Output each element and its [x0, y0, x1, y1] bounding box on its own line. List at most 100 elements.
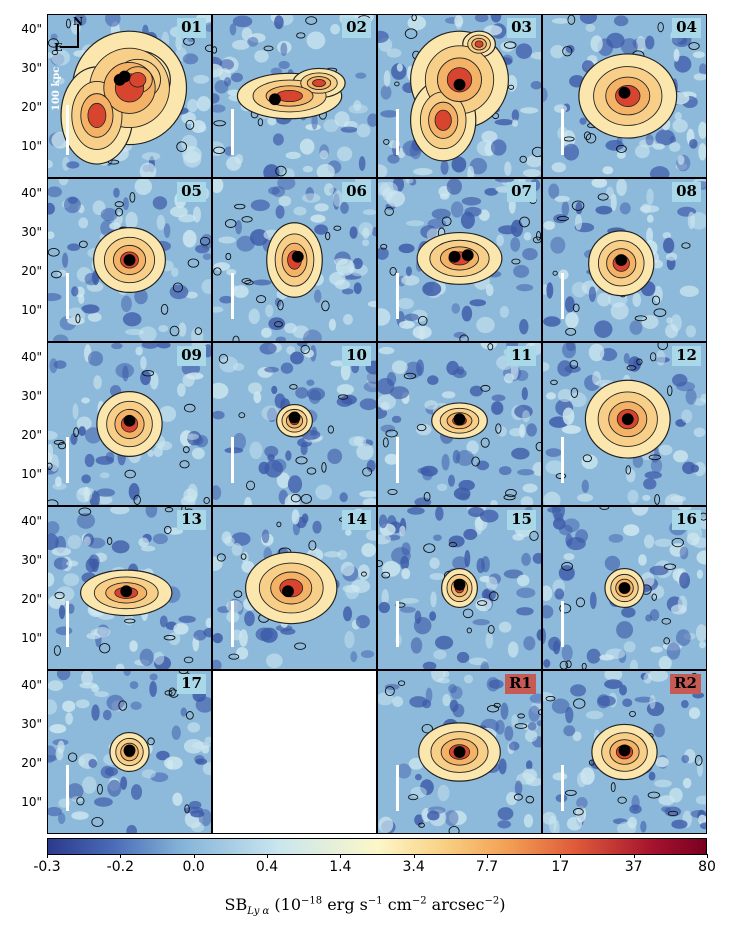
quasar-position: [269, 93, 281, 106]
panel-label: 04: [672, 18, 701, 38]
colorbar-tick-mark: [120, 854, 122, 858]
y-tick-label: 30": [21, 717, 42, 731]
y-tick-label: 20": [21, 100, 42, 114]
panel-label: 15: [507, 510, 536, 530]
quasar-position: [123, 414, 136, 427]
panel-04: 04: [542, 14, 707, 178]
halo-contour: [312, 79, 326, 88]
y-tick-label: 20": [21, 756, 42, 770]
quasar-position: [448, 250, 461, 263]
panel-label: 02: [342, 18, 371, 38]
panel-05: 05: [47, 178, 212, 342]
sb-map: [48, 343, 211, 505]
y-tick-label: 30": [21, 225, 42, 239]
scale-bar: [66, 437, 69, 483]
sb-map: [48, 15, 211, 177]
quasar-position: [291, 250, 304, 263]
scale-bar: [561, 109, 564, 155]
scale-bar: [66, 601, 69, 647]
scale-bar: [396, 109, 399, 155]
sb-map: [543, 15, 706, 177]
empty-panel: [212, 670, 377, 834]
quasar-position: [615, 254, 628, 266]
panel-label: 14: [342, 510, 371, 530]
sb-map: [543, 179, 706, 341]
panel-label: 12: [672, 346, 701, 366]
quasar-position: [288, 411, 301, 424]
sb-map: [48, 179, 211, 341]
y-tick-label: 40": [21, 186, 42, 200]
panel-r2: R2: [542, 670, 707, 834]
colorbar-tick-mark: [633, 854, 635, 858]
scale-bar: [231, 109, 234, 155]
quasar-position: [123, 744, 136, 757]
panel-label: 10: [342, 346, 371, 366]
y-tick-label: 10": [21, 467, 42, 481]
quasar-position: [618, 86, 631, 99]
sb-map: [378, 671, 541, 833]
panel-label: 07: [507, 182, 536, 202]
scale-bar: [561, 273, 564, 319]
scale-bar: [231, 601, 234, 647]
sb-map: [378, 15, 541, 177]
panel-label: 17: [177, 674, 206, 694]
colorbar-tick-mark: [560, 854, 562, 858]
y-tick-label: 10": [21, 631, 42, 645]
scale-bar: [396, 601, 399, 647]
panel-06: 06: [212, 178, 377, 342]
colorbar-label: SBLy α (10−18 erg s−1 cm−2 arcsec−2): [224, 895, 506, 918]
panel-09: 09: [47, 342, 212, 506]
panel-label: 11: [507, 346, 536, 366]
colorbar-tick-label: 17: [551, 859, 570, 875]
y-tick-label: 20": [21, 592, 42, 606]
sb-map: [213, 179, 376, 341]
scale-bar: [396, 273, 399, 319]
panel-label: 08: [672, 182, 701, 202]
y-tick-label: 10": [21, 795, 42, 809]
panel-13: 13: [47, 506, 212, 670]
panel-01: 100 kpc N E 01: [47, 14, 212, 178]
panel-r1: R1: [377, 670, 542, 834]
y-tick-label: 10": [21, 139, 42, 153]
halo-contour: [474, 40, 484, 48]
panel-label: R2: [670, 674, 701, 694]
panel-label: 01: [177, 18, 206, 38]
compass-north: N: [73, 15, 84, 28]
sb-map: [48, 507, 211, 669]
scale-bar: [561, 601, 564, 647]
scale-bar: [561, 765, 564, 811]
panel-grid: 100 kpc N E 01 02 03 04 05 06 07 08 09 10 11 12 13 14 15 1…: [47, 14, 707, 834]
scale-bar-label: 100 kpc: [51, 66, 62, 111]
colorbar-tick-label: 0.4: [255, 859, 279, 875]
panel-08: 08: [542, 178, 707, 342]
colorbar-tick-mark: [267, 854, 268, 858]
panel-07: 07: [377, 178, 542, 342]
panel-label: 03: [507, 18, 536, 38]
colorbar-tick-label: 0.0: [182, 859, 205, 875]
scale-bar: [231, 273, 234, 319]
colorbar-tick-label: 7.7: [475, 859, 499, 875]
halo-contour: [129, 72, 147, 88]
panel-03: 03: [377, 14, 542, 178]
halo-contour: [87, 102, 107, 129]
scale-bar: [396, 765, 399, 811]
compass-east: E: [54, 41, 63, 54]
panel-12: 12: [542, 342, 707, 506]
sb-map: [378, 507, 541, 669]
quasar-position: [618, 744, 631, 757]
sb-map: [543, 507, 706, 669]
quasar-position: [120, 585, 133, 598]
colorbar-tick-mark: [193, 854, 195, 858]
quasar-position: [113, 73, 126, 86]
quasar-position: [282, 585, 294, 598]
colorbar-tick-mark: [47, 854, 48, 858]
colorbar-tick-label: 1.4: [329, 859, 352, 875]
quasar-position: [453, 746, 466, 758]
panel-label: 13: [177, 510, 206, 530]
colorbar-tick-label: 37: [624, 859, 643, 875]
colorbar-tick-mark: [487, 854, 488, 858]
y-tick-label: 20": [21, 428, 42, 442]
panel-10: 10: [212, 342, 377, 506]
halo-contour: [434, 109, 452, 131]
colorbar-tick-label: -0.2: [106, 859, 134, 875]
